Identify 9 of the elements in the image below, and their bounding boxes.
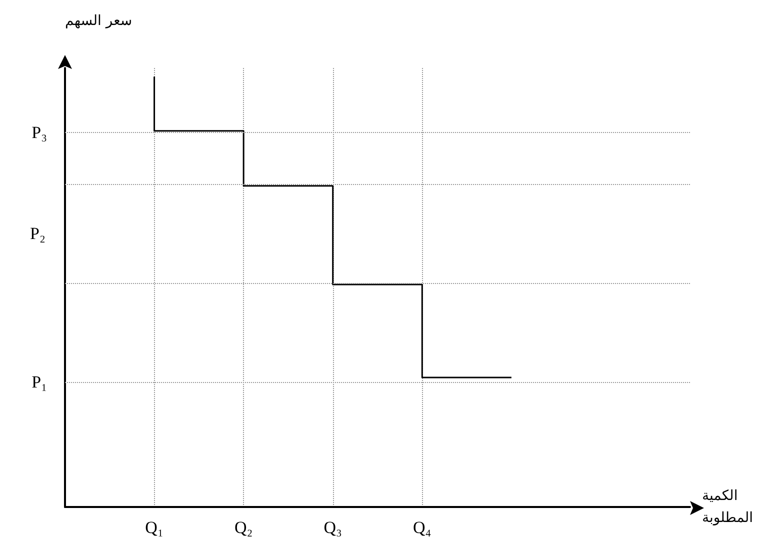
x-tick-label: Q₄: [413, 518, 432, 537]
ref-line-label: P₃: [32, 123, 48, 142]
text: P₂: [30, 224, 46, 243]
x-axis-title: الكمية المطلوبة: [702, 488, 754, 526]
y-axis-title: سعر السهم: [65, 13, 132, 29]
x-tick-label: Q₃: [324, 518, 342, 537]
x-tick-label: Q₂: [234, 518, 253, 537]
ref-line-label: P₁: [32, 372, 47, 392]
x-tick-label: Q₁: [145, 518, 164, 537]
